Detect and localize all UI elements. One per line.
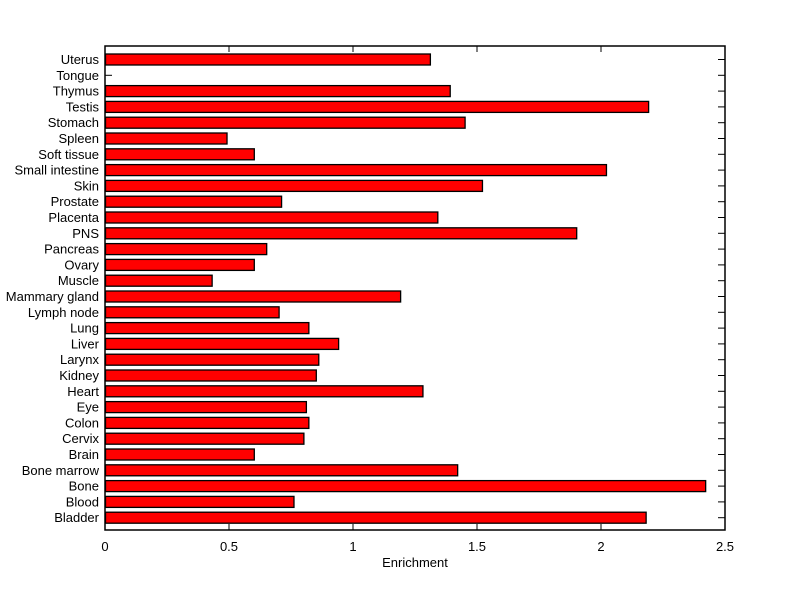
- bar-pancreas: [104, 242, 268, 256]
- x-tick-label: 2: [597, 539, 604, 554]
- category-label: Stomach: [48, 115, 99, 130]
- x-axis-label: Enrichment: [382, 555, 448, 570]
- category-label: Testis: [66, 99, 100, 114]
- category-label: Uterus: [61, 52, 100, 67]
- category-label: Placenta: [48, 210, 99, 225]
- bar-placenta: [104, 211, 439, 224]
- bar-colon: [104, 416, 310, 430]
- bar-muscle: [104, 274, 213, 287]
- x-tick-label: 1: [349, 539, 356, 554]
- bar-heart: [104, 385, 424, 398]
- bar-uterus: [104, 53, 432, 66]
- category-label: Cervix: [62, 431, 99, 446]
- bar-prostate: [104, 195, 283, 208]
- category-label: Eye: [77, 400, 99, 415]
- x-tick-label: 0: [101, 539, 108, 554]
- bar-liver: [104, 337, 340, 351]
- category-label: Spleen: [59, 131, 99, 146]
- bar-larynx: [104, 353, 320, 366]
- bar-thymus: [104, 84, 451, 98]
- category-label: Lung: [70, 321, 99, 336]
- category-label: Bone marrow: [22, 463, 100, 478]
- category-label: Larynx: [60, 352, 100, 367]
- category-label: Ovary: [64, 257, 99, 272]
- category-label: Soft tissue: [38, 147, 99, 162]
- bar-bladder: [104, 511, 647, 524]
- bar-mammary-gland: [104, 290, 402, 303]
- bar-bone: [104, 479, 707, 493]
- bar-lymph-node: [104, 306, 280, 319]
- category-label: Skin: [74, 178, 99, 193]
- category-label: Blood: [66, 494, 99, 509]
- bar-cervix: [104, 432, 305, 445]
- category-label: Tongue: [56, 68, 99, 83]
- bar-kidney: [104, 369, 317, 382]
- category-label: Kidney: [59, 368, 99, 383]
- bar-testis: [104, 100, 650, 114]
- category-label: Thymus: [53, 84, 100, 99]
- category-label: Heart: [67, 384, 99, 399]
- bar-brain: [104, 448, 255, 461]
- category-label: Colon: [65, 415, 99, 430]
- category-label: Muscle: [58, 273, 99, 288]
- bar-stomach: [104, 116, 466, 129]
- bar-skin: [104, 179, 484, 193]
- bar-soft-tissue: [104, 148, 255, 161]
- category-label: Mammary gland: [6, 289, 99, 304]
- category-label: Bone: [69, 479, 99, 494]
- category-label: Bladder: [54, 510, 99, 525]
- bar-blood: [104, 495, 295, 509]
- bar-pns: [104, 227, 578, 240]
- x-tick-label: 1.5: [468, 539, 486, 554]
- bar-spleen: [104, 132, 228, 145]
- category-label: Liver: [71, 336, 100, 351]
- bar-lung: [104, 321, 310, 335]
- bar-small-intestine: [104, 163, 608, 177]
- category-label: Pancreas: [44, 242, 99, 257]
- bar-ovary: [104, 258, 255, 272]
- category-label: Brain: [69, 447, 99, 462]
- category-label: Lymph node: [28, 305, 99, 320]
- category-label: Small intestine: [14, 163, 99, 178]
- category-label: PNS: [72, 226, 99, 241]
- category-label: Prostate: [51, 194, 99, 209]
- bar-eye: [104, 400, 308, 414]
- bar-bone-marrow: [104, 464, 459, 477]
- x-tick-label: 0.5: [220, 539, 238, 554]
- x-tick-label: 2.5: [716, 539, 734, 554]
